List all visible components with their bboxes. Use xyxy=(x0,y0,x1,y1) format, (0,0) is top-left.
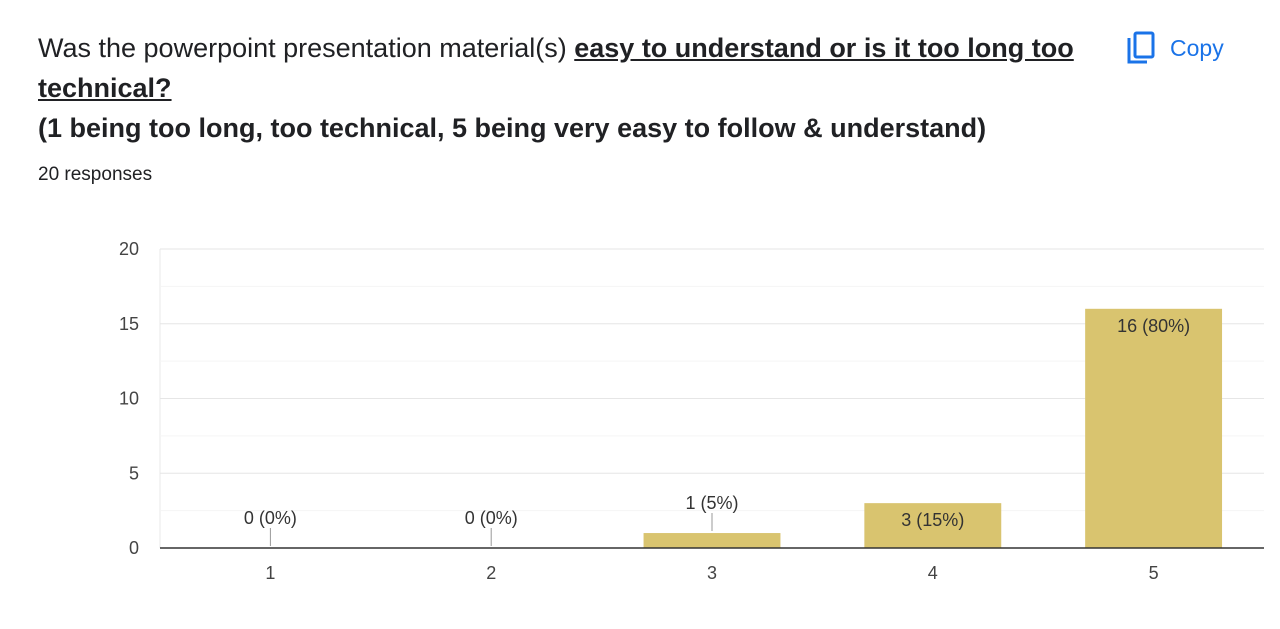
data-label: 3 (15%) xyxy=(901,510,964,530)
bar xyxy=(1085,308,1223,548)
bar xyxy=(864,503,1002,548)
copy-button[interactable]: Copy xyxy=(1126,28,1224,68)
data-label: 0 (0%) xyxy=(465,508,518,528)
y-tick-label: 10 xyxy=(119,389,139,409)
question-emphasis: easy to understand or is it too long too… xyxy=(38,33,1074,103)
question-lead: Was the powerpoint presentation material… xyxy=(38,33,575,63)
response-count: 20 responses xyxy=(38,164,153,185)
y-tick-label: 15 xyxy=(119,314,139,334)
copy-icon xyxy=(1126,31,1156,65)
x-tick-label: 4 xyxy=(928,563,938,583)
x-tick-label: 2 xyxy=(486,563,496,583)
copy-label: Copy xyxy=(1170,34,1224,61)
x-tick-label: 1 xyxy=(265,563,275,583)
question-title: Was the powerpoint presentation material… xyxy=(38,28,1098,148)
y-tick-label: 20 xyxy=(119,239,139,259)
data-label: 0 (0%) xyxy=(244,508,297,528)
x-tick-label: 5 xyxy=(1149,563,1159,583)
data-label: 16 (80%) xyxy=(1117,316,1190,336)
data-label: 1 (5%) xyxy=(685,493,738,513)
y-tick-label: 0 xyxy=(129,538,139,558)
y-tick-label: 5 xyxy=(129,463,139,483)
x-tick-label: 3 xyxy=(707,563,717,583)
bar xyxy=(643,533,781,548)
question-scale-note: (1 being too long, too technical, 5 bein… xyxy=(38,113,987,143)
